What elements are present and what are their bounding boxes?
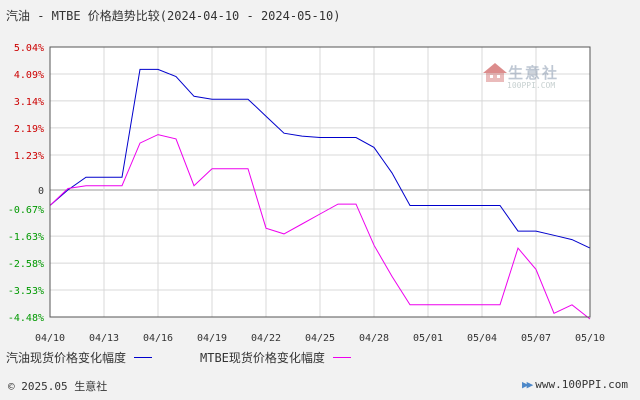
x-tick-label: 04/13: [89, 333, 119, 344]
watermark-logo: 生意社 100PPI.COM: [482, 55, 557, 90]
y-tick-label: -1.63%: [8, 232, 44, 243]
watermark-name: 生意社: [508, 64, 560, 82]
x-tick-label: 04/16: [143, 333, 173, 344]
arrow-icon: ▶▶: [522, 378, 533, 391]
legend-label-mtbe: MTBE现货价格变化幅度: [200, 351, 325, 365]
x-tick-label: 04/28: [359, 333, 389, 344]
y-tick-label: 1.23%: [14, 151, 44, 162]
chart-title: 汽油 - MTBE 价格趋势比较(2024-04-10 - 2024-05-10…: [6, 9, 341, 23]
watermark-url: 100PPI.COM: [507, 81, 556, 90]
x-axis-ticks: 04/10 04/13 04/16 04/19 04/22 04/25 04/28 05/01…: [35, 333, 605, 344]
y-tick-label: 3.14%: [14, 97, 44, 108]
series-line-0: [49, 68, 591, 249]
y-tick-label: -4.48%: [8, 313, 44, 324]
y-tick-label: 4.09%: [14, 70, 44, 81]
y-axis-ticks: 5.04% 4.09% 3.14% 2.19% 1.23% 0 -0.67% -1.63% -2…: [8, 43, 44, 324]
y-tick-label: 2.19%: [14, 124, 44, 135]
series-lines: [49, 68, 591, 320]
x-tick-label: 04/19: [197, 333, 227, 344]
y-tick-label: 5.04%: [14, 43, 44, 54]
x-tick-label: 05/10: [575, 333, 605, 344]
y-tick-label: -3.53%: [8, 286, 44, 297]
x-tick-label: 04/22: [251, 333, 281, 344]
x-tick-label: 04/10: [35, 333, 65, 344]
x-tick-label: 04/25: [305, 333, 335, 344]
footer-website[interactable]: ▶▶ www.100PPI.com: [522, 378, 628, 391]
house-logo-icon: [483, 62, 507, 82]
x-tick-label: 05/04: [467, 333, 497, 344]
y-tick-label: -2.58%: [8, 259, 44, 270]
footer-website-text[interactable]: www.100PPI.com: [535, 378, 628, 391]
footer-copyright: © 2025.05 生意社: [8, 380, 108, 393]
y-tick-label: 0: [38, 186, 44, 197]
legend-entry-mtbe: MTBE现货价格变化幅度: [200, 349, 351, 366]
legend-swatch-gasoline: [134, 357, 153, 358]
series-line-1: [49, 134, 591, 320]
x-tick-label: 05/01: [413, 333, 443, 344]
x-tick-label: 05/07: [521, 333, 551, 344]
legend-entry-gasoline: 汽油现货价格变化幅度: [6, 349, 153, 366]
legend-label-gasoline: 汽油现货价格变化幅度: [6, 351, 127, 365]
y-tick-label: -0.67%: [8, 205, 44, 216]
legend-swatch-mtbe: [332, 357, 351, 358]
plot-border: [49, 46, 591, 318]
